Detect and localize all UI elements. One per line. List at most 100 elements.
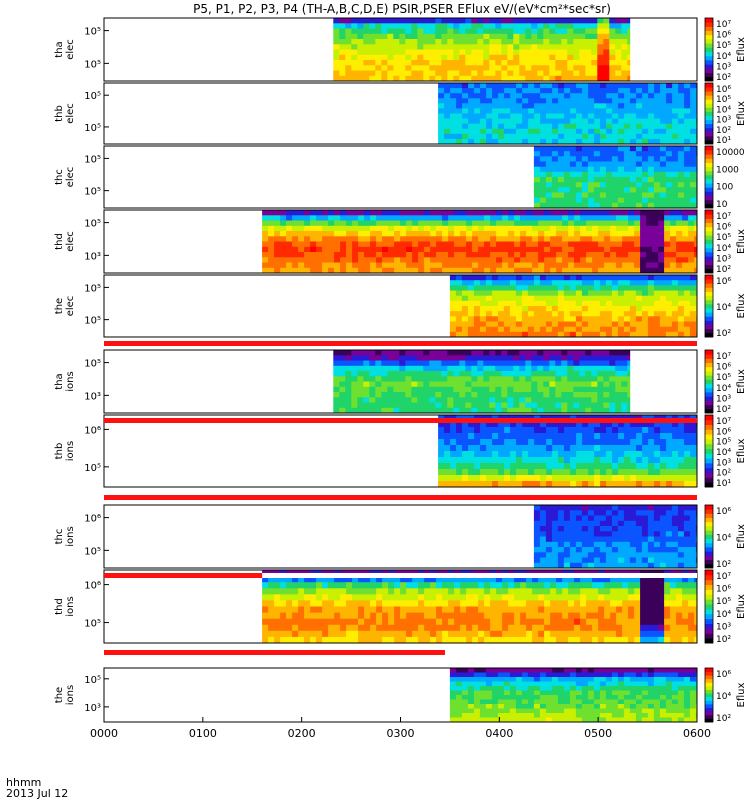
- spectrogram-cell: [618, 118, 625, 125]
- spectrogram-cell: [569, 531, 577, 537]
- spectrogram-cell: [581, 290, 589, 297]
- spectrogram-cell: [525, 407, 532, 414]
- spectrogram-cell: [648, 469, 655, 476]
- spectrogram-cell: [593, 187, 601, 193]
- spectrogram-cell: [543, 355, 550, 361]
- spectrogram-cell: [652, 215, 659, 221]
- spectrogram-cell: [581, 321, 589, 328]
- spectrogram-cell: [573, 54, 580, 61]
- spectrogram-cell: [268, 220, 275, 227]
- spectrogram-cell: [495, 70, 502, 77]
- spectrogram-cell: [474, 439, 481, 446]
- spectrogram-cell: [622, 225, 629, 232]
- spectrogram-cell: [316, 215, 323, 221]
- spectrogram-cell: [516, 98, 523, 104]
- spectrogram-cell: [563, 166, 571, 173]
- spectrogram-cell: [411, 376, 418, 382]
- spectrogram-cell: [570, 433, 577, 440]
- colorbar-step: [705, 287, 713, 292]
- spectrogram-cell: [448, 267, 455, 274]
- spectrogram-cell: [567, 70, 574, 77]
- spectrogram-cell: [456, 469, 463, 476]
- spectrogram-cell: [549, 392, 556, 398]
- spectrogram-cell: [605, 187, 613, 193]
- spectrogram-cell: [322, 220, 329, 227]
- spectrogram-cell: [528, 83, 535, 89]
- spectrogram-cell: [405, 407, 412, 414]
- spectrogram-cell: [676, 236, 683, 242]
- spectrogram-cell: [468, 103, 475, 109]
- y-tick-label: 10⁵: [84, 123, 101, 134]
- spectrogram-cell: [677, 300, 685, 307]
- spectrogram-cell: [508, 231, 515, 237]
- spectrogram-cell: [672, 439, 679, 446]
- spectrogram-cell: [552, 427, 559, 434]
- spectrogram-cell: [460, 241, 467, 248]
- spectrogram-cell: [636, 138, 643, 145]
- colorbar-step: [705, 279, 713, 284]
- spectrogram-cell: [376, 618, 383, 626]
- spectrogram-cell: [623, 321, 631, 328]
- spectrogram-cell: [598, 215, 605, 221]
- spectrogram-cell: [447, 371, 454, 377]
- spectrogram-cell: [677, 182, 685, 188]
- spectrogram-cell: [459, 402, 466, 409]
- spectrogram-cell: [630, 439, 637, 446]
- spectrogram-cell: [340, 257, 347, 263]
- spectrogram-cell: [507, 60, 514, 66]
- spectrogram-cell: [677, 562, 685, 569]
- spectrogram-cell: [358, 215, 365, 221]
- spectrogram-cell: [587, 515, 595, 522]
- spectrogram-cell: [545, 280, 553, 286]
- spectrogram-cell: [659, 552, 667, 558]
- spectrogram-cell: [537, 49, 544, 56]
- spectrogram-cell: [537, 70, 544, 77]
- spectrogram-cell: [333, 49, 340, 56]
- spectrogram-cell: [585, 70, 592, 77]
- spectrogram-cell: [659, 515, 667, 522]
- spectrogram-cell: [502, 220, 509, 227]
- spectrogram-cell: [351, 371, 358, 377]
- spectrogram-cell: [612, 88, 619, 94]
- spectrogram-cell: [514, 257, 521, 263]
- spectrogram-cell: [513, 28, 520, 35]
- spectrogram-cell: [660, 427, 667, 434]
- spectrogram-cell: [522, 439, 529, 446]
- spectrogram-cell: [262, 624, 269, 632]
- spectrogram-cell: [561, 365, 568, 372]
- spectrogram-cell: [268, 257, 275, 263]
- spectrogram-cell: [579, 381, 586, 388]
- spectrogram-cell: [471, 39, 478, 45]
- spectrogram-cell: [465, 381, 472, 388]
- spectrogram-cell: [593, 316, 601, 322]
- spectrogram-cell: [412, 594, 419, 601]
- spectrogram-cell: [561, 28, 568, 35]
- spectrogram-cell: [417, 350, 424, 356]
- spectrogram-cell: [473, 300, 481, 307]
- spectrogram-cell: [429, 397, 436, 403]
- spectrogram-cell: [546, 118, 553, 125]
- spectrogram-cell: [468, 451, 475, 458]
- spectrogram-cell: [492, 103, 499, 109]
- spectrogram-cell: [417, 407, 424, 414]
- spectrogram-cell: [573, 18, 580, 24]
- spectrogram-cell: [624, 439, 631, 446]
- spectrogram-cell: [646, 225, 653, 232]
- spectrogram-cell: [447, 54, 454, 61]
- spectrogram-cell: [597, 365, 604, 372]
- spectrogram-cell: [442, 236, 449, 242]
- spectrogram-cell: [345, 365, 352, 372]
- spectrogram-cell: [462, 445, 469, 452]
- spectrogram-cell: [528, 108, 535, 114]
- spectrogram-cell: [537, 397, 544, 403]
- spectrogram-cell: [292, 262, 299, 269]
- spectrogram-cell: [563, 552, 571, 558]
- spectrogram-cell: [555, 407, 562, 414]
- spectrogram-cell: [465, 392, 472, 398]
- spectrogram-cell: [444, 433, 451, 440]
- spectrogram-cell: [423, 365, 430, 372]
- spectrogram-cell: [472, 215, 479, 221]
- spectrogram-cell: [376, 267, 383, 274]
- spectrogram-cell: [533, 192, 541, 199]
- spectrogram-cell: [573, 381, 580, 388]
